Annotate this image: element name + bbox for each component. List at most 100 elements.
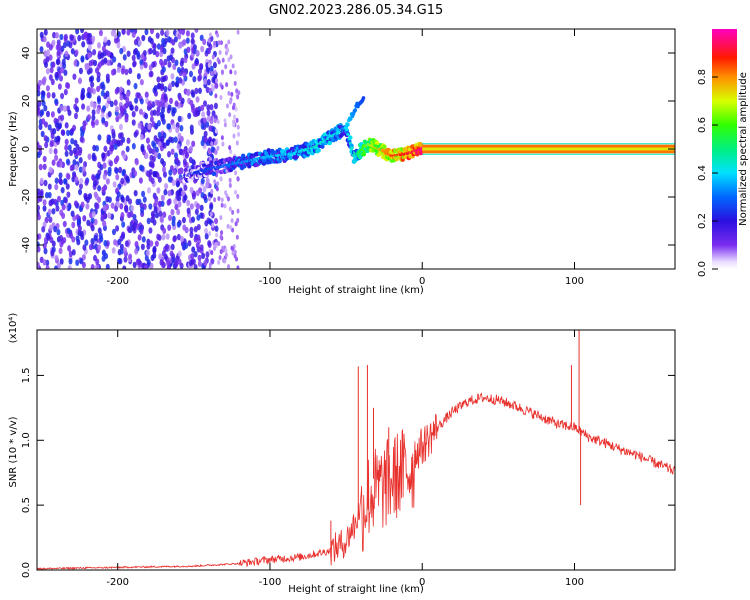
noise-speckle-faint: [210, 188, 214, 194]
noise-speckle: [184, 226, 189, 234]
noise-speckle: [75, 106, 80, 113]
noise-speckle: [162, 166, 167, 173]
noise-speckle-faint: [236, 265, 240, 269]
noise-speckle: [46, 91, 51, 99]
noise-speckle: [126, 90, 131, 98]
noise-speckle: [89, 243, 94, 251]
noise-speckle: [91, 35, 96, 43]
colorbar-tick-label: 0.0: [697, 261, 708, 277]
noise-speckle: [91, 109, 96, 116]
noise-speckle: [206, 79, 211, 86]
noise-speckle: [202, 38, 207, 46]
noise-speckle: [47, 208, 52, 216]
noise-speckle: [133, 131, 138, 138]
noise-speckle: [95, 203, 100, 210]
noise-speckle-faint: [236, 208, 240, 214]
signal-cell: [349, 143, 354, 148]
noise-speckle: [59, 33, 64, 41]
spectrogram-y-tick-label: 40: [21, 47, 32, 60]
noise-speckle: [105, 178, 110, 185]
noise-speckle: [154, 122, 159, 130]
noise-speckle: [134, 158, 139, 166]
noise-speckle: [190, 32, 195, 39]
noise-speckle: [86, 91, 91, 99]
noise-speckle: [211, 76, 216, 84]
noise-speckle: [124, 240, 129, 247]
noise-speckle: [171, 39, 176, 46]
noise-speckle: [42, 242, 47, 250]
noise-speckle: [43, 29, 48, 36]
noise-speckle: [81, 254, 86, 261]
signal-cell: [261, 161, 267, 166]
noise-speckle: [199, 204, 204, 212]
noise-speckle-faint: [227, 90, 231, 96]
colorbar: 0.0 0.2 0.4 0.6 0.8 Normalized spectral ampl…: [697, 29, 749, 277]
noise-speckle: [40, 109, 45, 116]
noise-speckle: [103, 239, 108, 247]
noise-speckle: [105, 73, 110, 80]
noise-speckle: [60, 114, 65, 121]
noise-speckle: [191, 106, 196, 114]
noise-speckle: [126, 50, 131, 57]
noise-speckle: [84, 179, 89, 186]
noise-speckle: [74, 97, 79, 104]
noise-speckle: [73, 60, 78, 67]
noise-speckle: [186, 207, 191, 214]
noise-speckle-faint: [231, 63, 235, 69]
noise-speckle: [56, 160, 61, 168]
noise-speckle: [43, 104, 48, 112]
noise-speckle-faint: [213, 69, 217, 75]
noise-speckle: [106, 39, 111, 47]
noise-speckle-faint: [223, 122, 227, 128]
noise-speckle: [100, 52, 105, 59]
noise-speckle: [37, 233, 40, 241]
noise-speckle: [125, 195, 130, 202]
noise-speckle: [156, 187, 161, 194]
noise-speckle-faint: [234, 106, 238, 112]
noise-speckle-faint: [221, 57, 225, 63]
noise-speckle: [103, 57, 108, 64]
noise-speckle: [125, 145, 130, 153]
noise-speckle: [210, 146, 215, 153]
noise-speckle: [110, 69, 115, 76]
noise-speckle: [194, 29, 199, 33]
noise-speckle: [178, 94, 183, 102]
noise-speckle: [151, 61, 156, 68]
noise-speckle: [156, 43, 161, 50]
noise-speckle: [60, 45, 65, 52]
noise-speckle: [133, 218, 138, 226]
noise-speckle: [195, 49, 200, 57]
noise-speckle: [74, 164, 79, 171]
noise-speckle: [44, 61, 49, 68]
noise-speckle: [41, 118, 46, 125]
noise-speckle: [132, 261, 137, 269]
noise-speckle: [121, 221, 126, 228]
noise-speckle: [165, 233, 170, 240]
noise-speckle: [115, 173, 120, 181]
noise-speckle-faint: [216, 32, 220, 38]
noise-speckle: [195, 189, 200, 197]
noise-speckle: [54, 183, 59, 191]
noise-speckle: [39, 190, 44, 198]
noise-speckle: [183, 147, 188, 155]
snr-line-layer: [37, 330, 675, 570]
noise-speckle: [72, 147, 77, 155]
signal-cell: [247, 164, 252, 169]
noise-speckle: [37, 79, 42, 87]
noise-speckle: [119, 86, 124, 93]
noise-speckle: [88, 76, 93, 83]
noise-speckle: [79, 177, 84, 185]
noise-speckle-faint: [236, 176, 240, 182]
noise-speckle: [130, 205, 135, 212]
noise-speckle: [143, 61, 148, 69]
noise-speckle: [115, 155, 120, 162]
noise-speckle: [118, 166, 123, 174]
noise-speckle: [152, 48, 157, 56]
noise-speckle: [101, 186, 106, 193]
noise-speckle: [138, 177, 143, 184]
noise-speckle: [189, 70, 194, 78]
noise-speckle-faint: [236, 217, 240, 223]
noise-speckle: [109, 100, 114, 108]
noise-speckle: [157, 176, 162, 183]
signal-cell: [187, 177, 192, 183]
